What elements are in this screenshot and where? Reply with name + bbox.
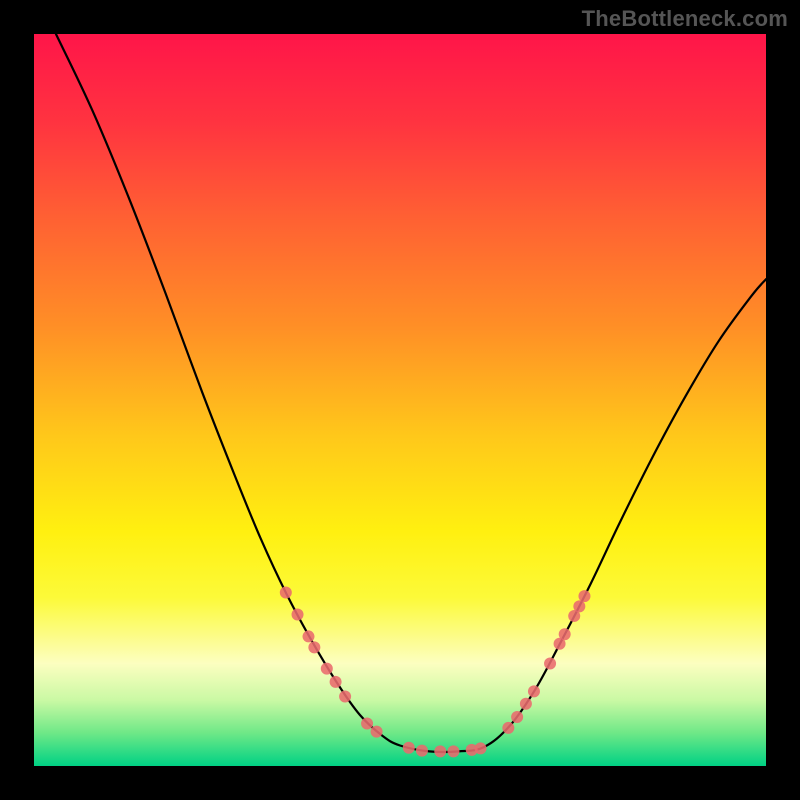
watermark-text: TheBottleneck.com — [582, 6, 788, 32]
gradient-background — [34, 34, 766, 766]
chart-svg — [0, 0, 800, 800]
chart-container: TheBottleneck.com — [0, 0, 800, 800]
marker-dot — [434, 745, 446, 757]
marker-dot — [573, 600, 585, 612]
marker-dot — [361, 718, 373, 730]
marker-dot — [578, 590, 590, 602]
marker-dot — [559, 628, 571, 640]
marker-dot — [292, 608, 304, 620]
marker-dot — [303, 630, 315, 642]
marker-dot — [321, 663, 333, 675]
marker-dot — [528, 685, 540, 697]
marker-dot — [520, 698, 532, 710]
marker-dot — [447, 745, 459, 757]
marker-dot — [339, 690, 351, 702]
marker-dot — [416, 745, 428, 757]
marker-dot — [308, 641, 320, 653]
marker-dot — [502, 722, 514, 734]
marker-dot — [280, 587, 292, 599]
marker-dot — [330, 676, 342, 688]
marker-dot — [475, 742, 487, 754]
marker-dot — [544, 658, 556, 670]
marker-dot — [403, 742, 415, 754]
marker-dot — [371, 726, 383, 738]
marker-dot — [511, 711, 523, 723]
